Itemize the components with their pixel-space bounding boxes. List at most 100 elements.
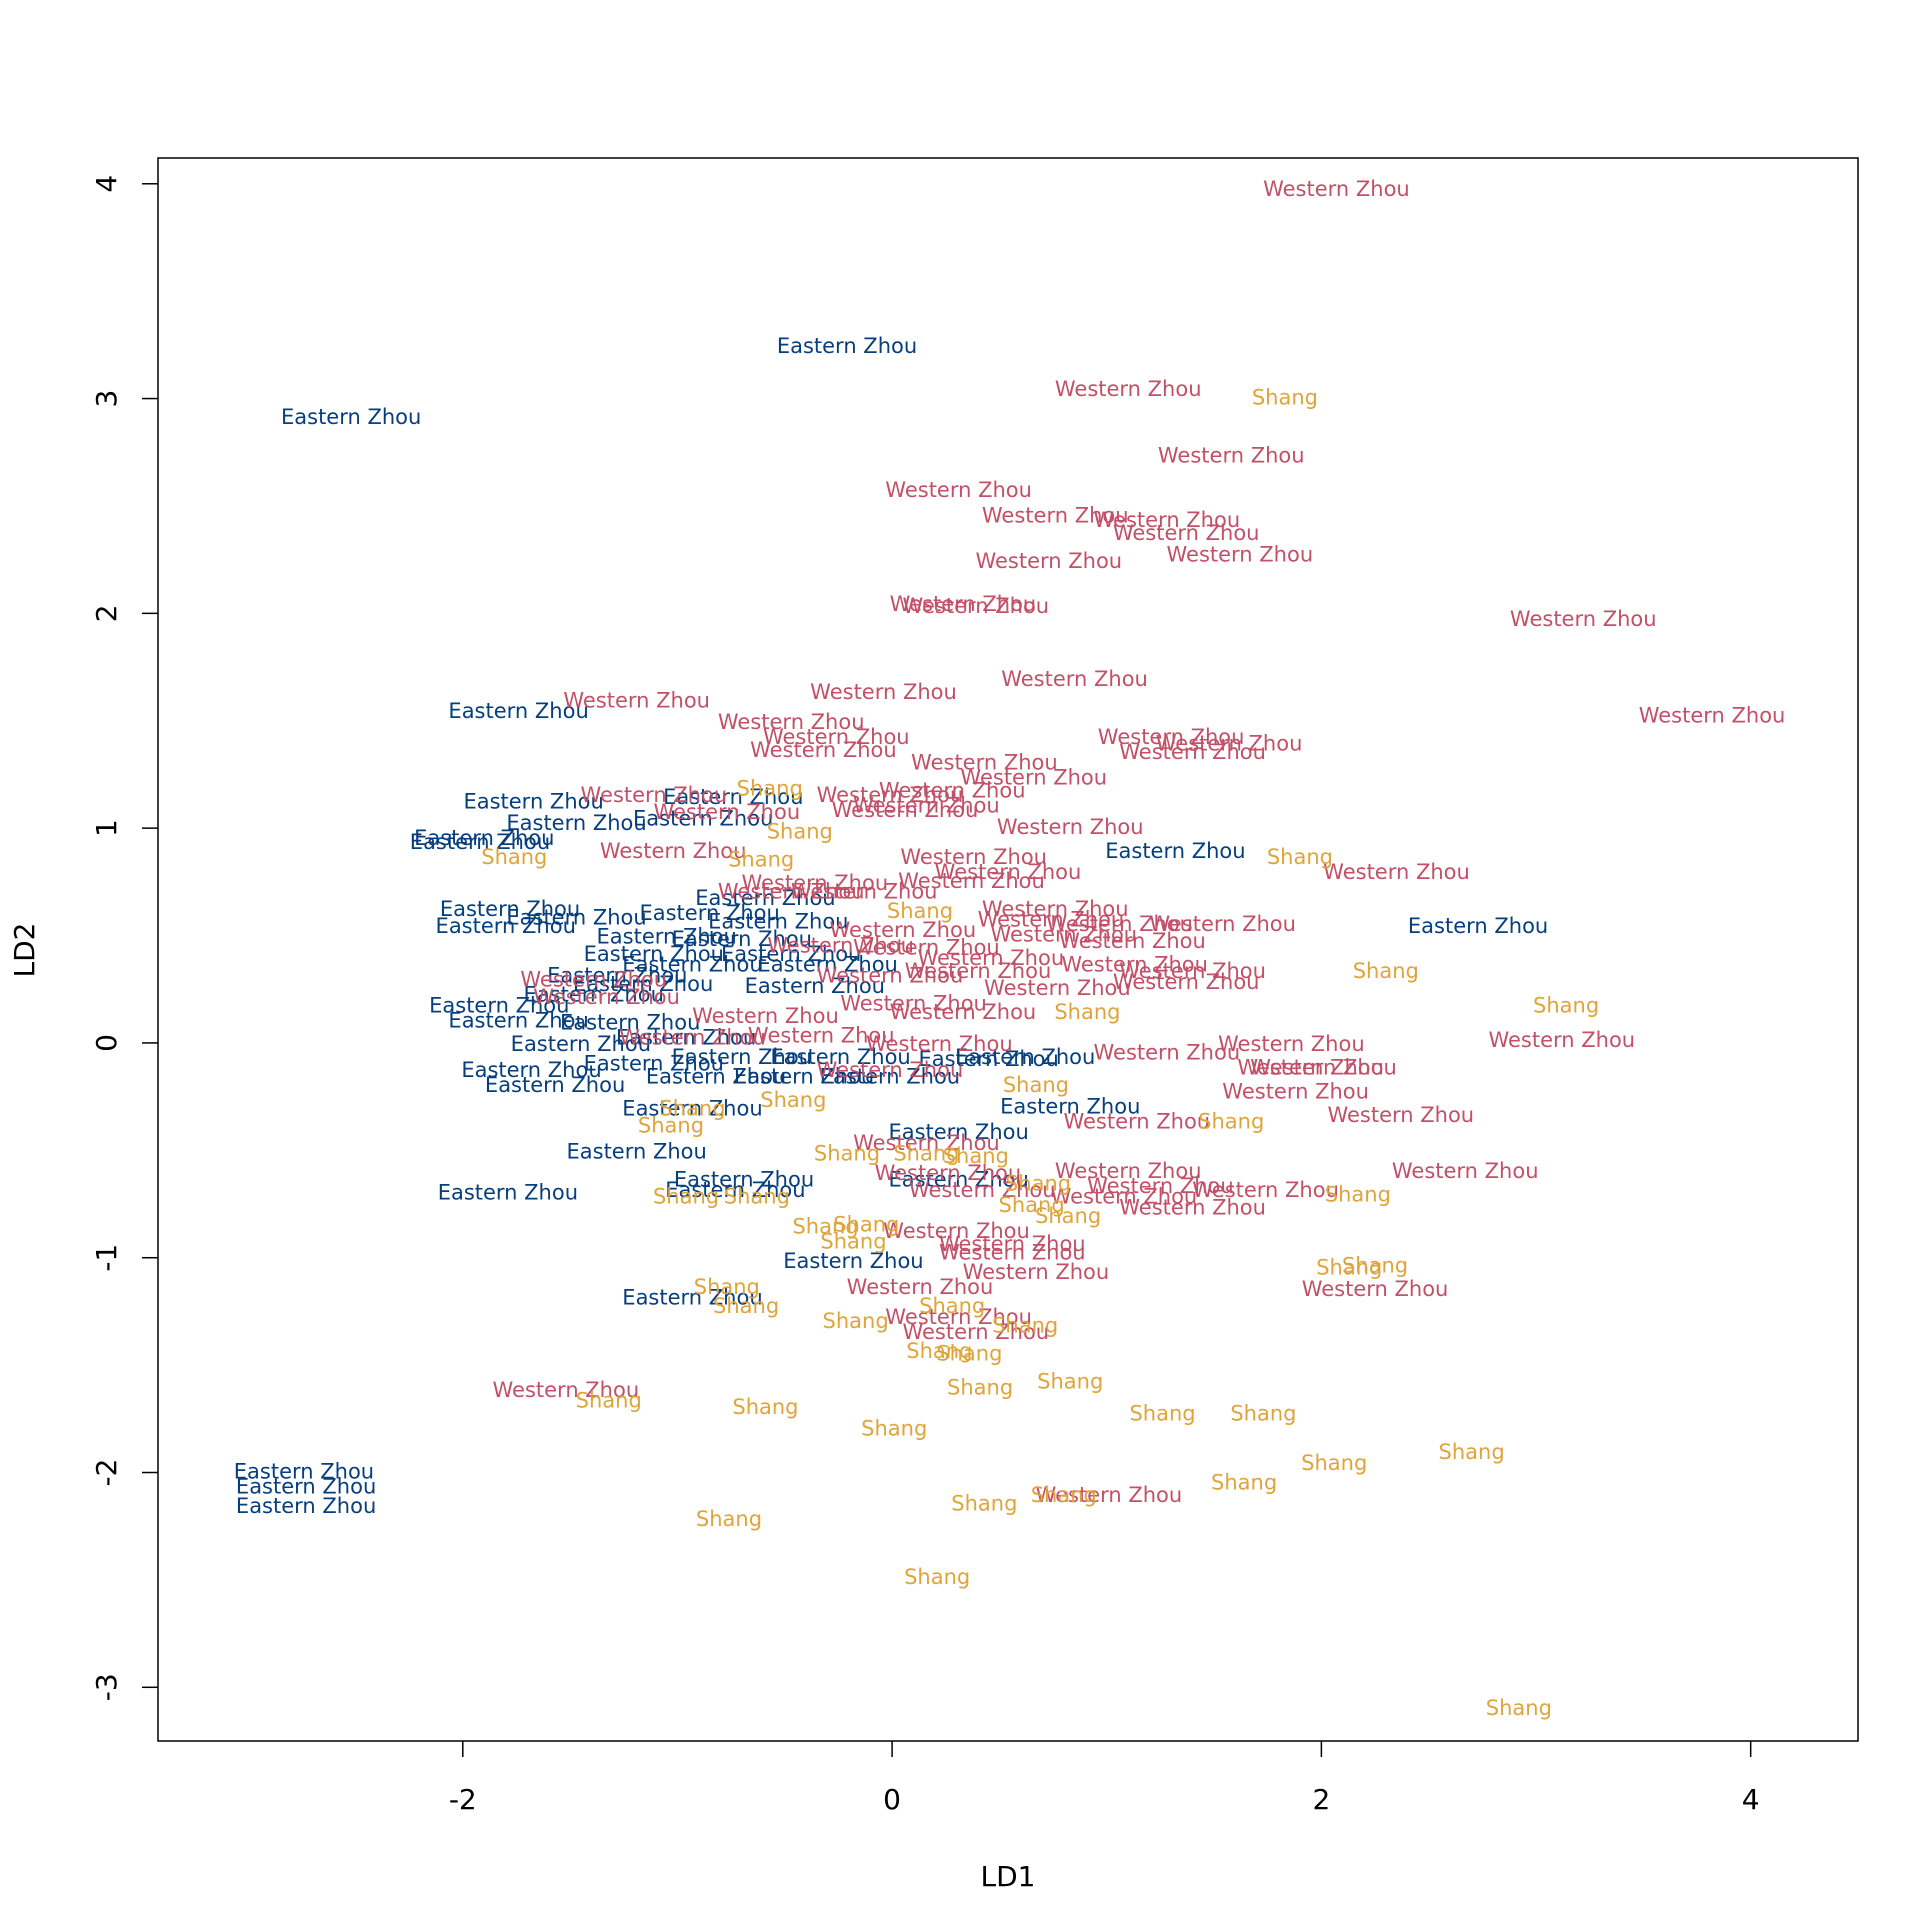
point-label: Western Zhou	[1156, 731, 1303, 755]
point-label: Western Zhou	[741, 871, 888, 895]
point-label: Shang	[999, 1193, 1065, 1217]
point-label: Eastern Zhou	[281, 405, 421, 429]
point-label: Eastern Zhou	[485, 1073, 625, 1097]
point-label: Shang	[576, 1389, 642, 1413]
point-label: Western Zhou	[1113, 970, 1260, 994]
point-label: Western Zhou	[939, 1232, 1086, 1256]
point-label: Shang	[732, 1395, 798, 1419]
point-label: Shang	[904, 1565, 970, 1589]
point-label: Shang	[481, 845, 547, 869]
point-label: Eastern Zhou	[234, 1460, 374, 1484]
point-label: Western Zhou	[853, 1131, 1000, 1155]
point-label: Western Zhou	[1036, 1483, 1183, 1507]
point-label: Eastern Zhou	[672, 927, 812, 951]
point-label: Eastern Zhou	[448, 699, 588, 723]
point-label: Eastern Zhou	[616, 1026, 756, 1050]
point-label: Western Zhou	[975, 549, 1122, 573]
point-label: Western Zhou	[750, 738, 897, 762]
point-label: Shang	[696, 1507, 762, 1531]
point-label: Eastern Zhou	[506, 811, 646, 835]
point-label: Eastern Zhou	[770, 1045, 910, 1069]
point-label: Western Zhou	[1046, 912, 1193, 936]
point-label: Western Zhou	[810, 680, 957, 704]
x-tick-label: -2	[449, 1783, 477, 1816]
point-label: Western Zhou	[909, 1178, 1056, 1202]
point-label: Eastern Zhou	[646, 1064, 786, 1088]
point-label: Western Zhou	[718, 880, 865, 904]
point-label: Eastern Zhou	[1105, 839, 1245, 863]
point-label: Eastern Zhou	[734, 1064, 874, 1088]
point-label: Shang	[1486, 1696, 1552, 1720]
point-label: Western Zhou	[1055, 377, 1202, 401]
point-label: Shang	[1342, 1253, 1408, 1277]
y-tick-label: 0	[90, 1034, 123, 1052]
point-label: Western Zhou	[1218, 1032, 1365, 1056]
point-label: Eastern Zhou	[440, 897, 580, 921]
point-label: Western Zhou	[900, 845, 1047, 869]
point-label: Shang	[823, 1309, 889, 1333]
plot-frame	[157, 157, 1859, 1742]
point-label: Shang	[943, 1144, 1009, 1168]
point-label: Eastern Zhou	[566, 1139, 706, 1163]
point-label: Western Zhou	[1098, 725, 1245, 749]
point-label: Western Zhou	[1001, 667, 1148, 691]
point-label: Eastern Zhou	[721, 942, 861, 966]
point-label: Western Zhou	[883, 1219, 1030, 1243]
point-label: Western Zhou	[718, 710, 865, 734]
point-label: Eastern Zhou	[584, 942, 724, 966]
point-label: Western Zhou	[493, 1378, 640, 1402]
point-label: Western Zhou	[1055, 1159, 1202, 1183]
point-label: Eastern Zhou	[639, 901, 779, 925]
point-label: Eastern Zhou	[414, 826, 554, 850]
point-label: Western Zhou	[885, 1305, 1032, 1329]
point-label: Shang	[659, 1097, 725, 1121]
point-label: Eastern Zhou	[463, 789, 603, 813]
point-label: Shang	[1211, 1470, 1277, 1494]
point-label: Eastern Zhou	[236, 1494, 376, 1518]
point-label: Western Zhou	[1119, 740, 1266, 764]
point-label: Western Zhou	[1094, 1041, 1241, 1065]
point-label: Shang	[1230, 1402, 1296, 1426]
point-label: Western Zhou	[902, 1320, 1049, 1344]
point-label: Western Zhou	[763, 725, 910, 749]
point-label: Shang	[1252, 386, 1318, 410]
point-label: Eastern Zhou	[597, 925, 737, 949]
point-label: Western Zhou	[1323, 860, 1470, 884]
point-label: Western Zhou	[978, 908, 1125, 932]
point-label: Western Zhou	[1327, 1103, 1474, 1127]
point-label: Shang	[833, 1213, 899, 1237]
y-tick-label: 3	[90, 390, 123, 408]
point-label: Eastern Zhou	[708, 910, 848, 934]
point-label: Shang	[1037, 1369, 1103, 1393]
point-label: Western Zhou	[918, 946, 1065, 970]
point-label: Western Zhou	[1392, 1159, 1539, 1183]
point-label: Western Zhou	[832, 798, 979, 822]
point-label: Shang	[1035, 1204, 1101, 1228]
point-label: Eastern Zhou	[438, 1180, 578, 1204]
point-label: Western Zhou	[853, 935, 1000, 959]
point-label: Shang	[1003, 1073, 1069, 1097]
point-label: Western Zhou	[935, 860, 1082, 884]
point-label: Shang	[919, 1294, 985, 1318]
point-label: Western Zhou	[1488, 1028, 1635, 1052]
point-label: Eastern Zhou	[547, 963, 687, 987]
point-label: Western Zhou	[1063, 1109, 1210, 1133]
point-label: Western Zhou	[1639, 703, 1786, 727]
point-label: Western Zhou	[890, 592, 1037, 616]
point-label: Western Zhou	[1119, 1195, 1266, 1219]
point-label: Western Zhou	[619, 1026, 766, 1050]
point-label: Shang	[737, 776, 803, 800]
point-label: Eastern Zhou	[745, 974, 885, 998]
point-label: Western Zhou	[898, 869, 1045, 893]
point-label: Shang	[1005, 1172, 1071, 1196]
point-label: Western Zhou	[866, 1032, 1013, 1056]
point-label: Eastern Zhou	[448, 1008, 588, 1032]
point-label: Eastern Zhou	[1408, 914, 1548, 938]
point-label: Eastern Zhou	[633, 807, 773, 831]
point-label: Western Zhou	[581, 783, 728, 807]
point-label: Shang	[1439, 1440, 1505, 1464]
point-label: Shang	[713, 1294, 779, 1318]
point-label: Shang	[951, 1492, 1017, 1516]
point-label: Eastern Zhou	[573, 972, 713, 996]
